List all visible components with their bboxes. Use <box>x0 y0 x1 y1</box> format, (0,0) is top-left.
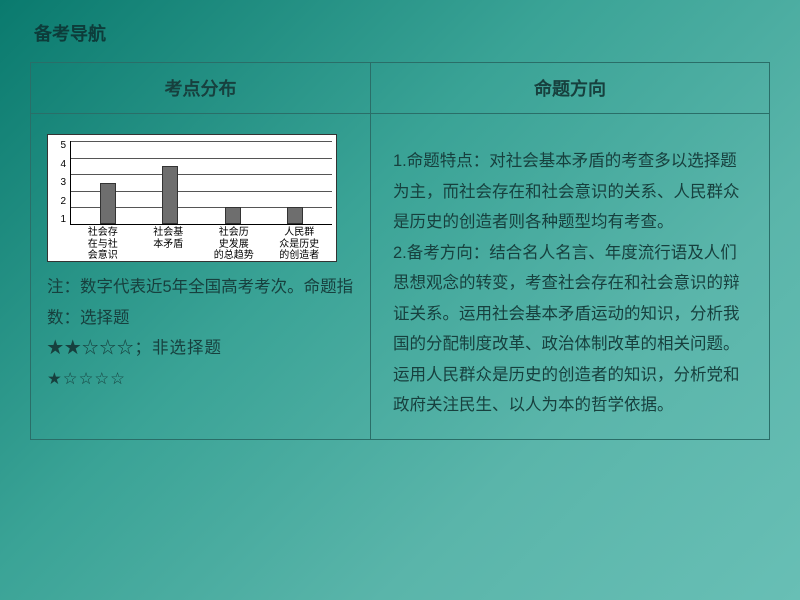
x-label-1: 社会基 本矛盾 <box>140 225 196 259</box>
x-label-3: 人民群 众是历史 的创造者 <box>271 225 327 259</box>
y-axis: 5 4 3 2 1 <box>50 141 66 259</box>
x-label-2: 社会历 史发展 的总趋势 <box>206 225 262 259</box>
paragraph-1: 1.命题特点：对社会基本矛盾的考查多以选择题为主，而社会存在和社会意识的关系、人… <box>393 146 747 238</box>
stars-choice: ★★☆☆☆；非选择题 <box>47 339 222 357</box>
chart-note: 注：数字代表近5年全国高考考次。命题指数：选择题 ★★☆☆☆；非选择题 ★☆☆☆… <box>47 272 354 394</box>
header-left: 考点分布 <box>31 63 371 114</box>
bars <box>71 141 332 224</box>
x-label-0: 社会存 在与社 会意识 <box>75 225 131 259</box>
bar-chart: 5 4 3 2 1 <box>47 134 337 262</box>
header-right: 命题方向 <box>370 63 769 114</box>
paragraph-2: 2.备考方向：结合名人名言、年度流行语及人们思想观念的转变，考查社会存在和社会意… <box>393 238 747 421</box>
stars-nonchoice: ★☆☆☆☆ <box>47 370 126 388</box>
note-line1: 注：数字代表近5年全国高考考次。命题指数：选择题 <box>47 278 353 327</box>
p2-label: 2.备考方向： <box>393 244 489 262</box>
bar-1 <box>162 166 178 224</box>
left-cell: 5 4 3 2 1 <box>31 114 371 440</box>
right-cell: 1.命题特点：对社会基本矛盾的考查多以选择题为主，而社会存在和社会意识的关系、人… <box>370 114 769 440</box>
bar-3 <box>287 207 303 224</box>
plot: 社会存 在与社 会意识 社会基 本矛盾 社会历 史发展 的总趋势 <box>66 141 334 259</box>
main-table: 考点分布 命题方向 5 4 3 2 1 <box>30 62 770 440</box>
bar-2 <box>225 207 241 224</box>
page-title: 备考导航 <box>34 20 770 46</box>
x-labels: 社会存 在与社 会意识 社会基 本矛盾 社会历 史发展 的总趋势 <box>70 225 332 259</box>
p1-label: 1.命题特点： <box>393 152 489 170</box>
bar-0 <box>100 183 116 225</box>
plot-area <box>70 141 332 225</box>
p2-text: 结合名人名言、年度流行语及人们思想观念的转变，考查社会存在和社会意识的辩证关系。… <box>393 244 740 415</box>
